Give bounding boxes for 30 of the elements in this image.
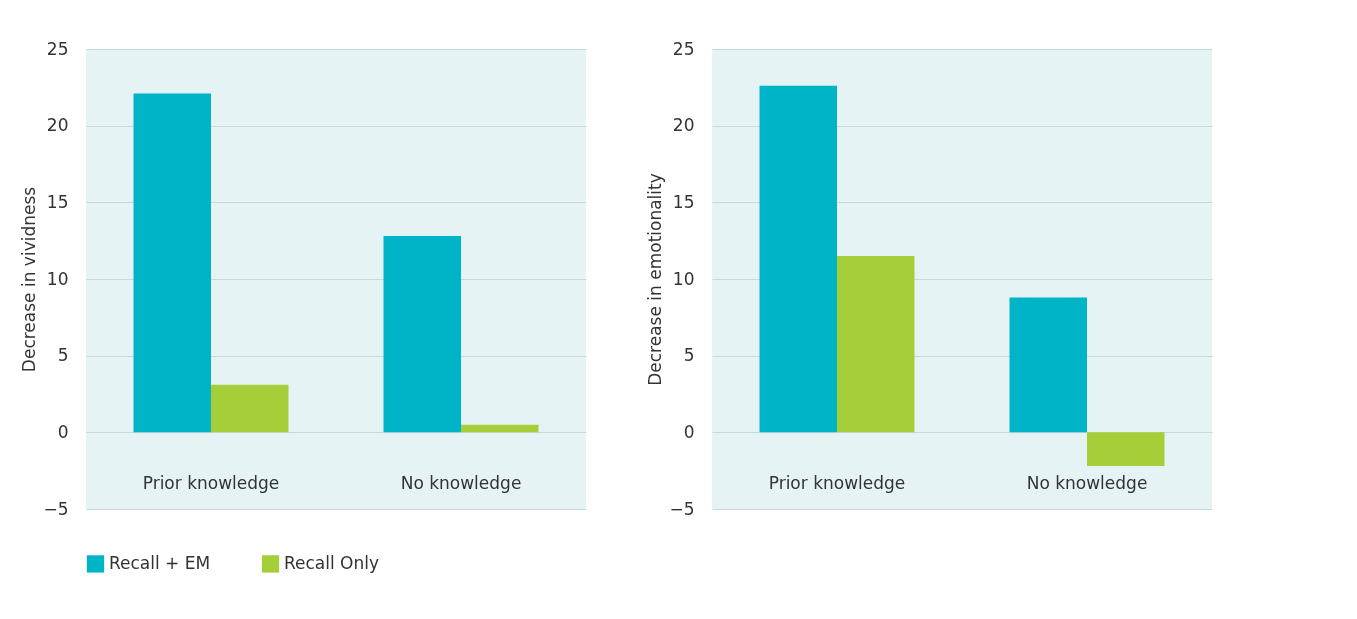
bar [837,256,915,433]
y-tick-label: 20 [672,115,695,136]
bar [1009,297,1087,433]
y-tick-label: 15 [46,191,69,212]
y-axis-title: Decrease in vividness [19,186,40,373]
bar [211,384,289,433]
bar [133,93,211,433]
x-tick-label: Prior knowledge [142,472,280,493]
y-tick-label: 20 [46,115,69,136]
y-tick-label: 0 [57,421,69,442]
y-axis-title: Decrease in emotionality [645,173,666,386]
bar [759,85,837,433]
y-tick-label: 10 [672,268,695,289]
y-tick-label: −5 [669,498,695,519]
legend-label: Recall Only [284,552,380,573]
bar [383,236,461,433]
y-tick-label: 15 [672,191,695,212]
y-tick-label: −5 [43,498,69,519]
bar [1087,432,1165,467]
x-tick-label: No knowledge [1026,472,1148,493]
y-tick-label: 25 [672,38,695,59]
y-tick-label: 5 [57,345,69,366]
y-tick-label: 10 [46,268,69,289]
x-tick-label: Prior knowledge [768,472,906,493]
x-tick-label: No knowledge [400,472,522,493]
y-tick-label: 0 [683,421,695,442]
bar [461,424,539,433]
y-tick-label: 5 [683,345,695,366]
legend-label: Recall + EM [109,552,211,573]
y-tick-label: 25 [46,38,69,59]
